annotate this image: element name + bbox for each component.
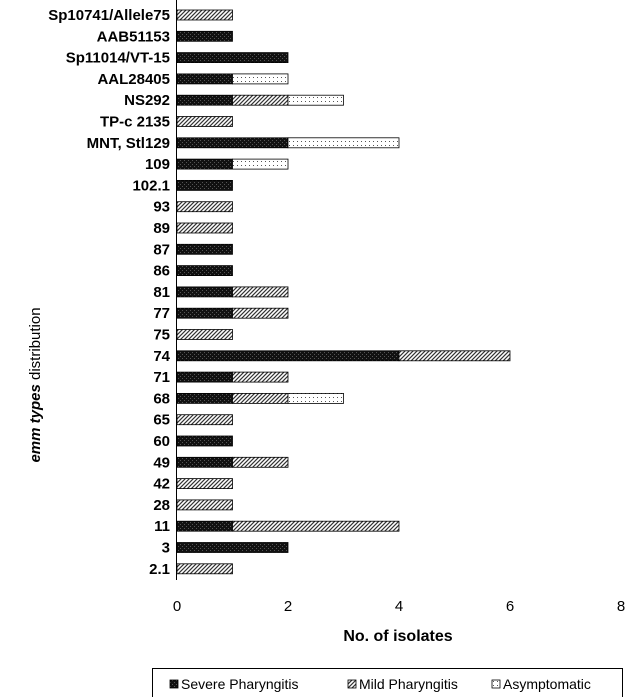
bar-mild-pharyngitis xyxy=(176,201,233,213)
category-label: 93 xyxy=(153,199,170,216)
category-label: 75 xyxy=(153,327,170,344)
category-label: AAB51153 xyxy=(97,28,170,45)
category-label: 109 xyxy=(145,156,170,173)
category-label: 81 xyxy=(153,284,170,301)
legend-swatch-asymptomatic xyxy=(491,679,501,689)
bar-mild-pharyngitis xyxy=(232,520,400,532)
category-label: 102.1 xyxy=(132,177,170,194)
bar-severe-pharyngitis xyxy=(176,456,233,468)
category-label: 42 xyxy=(153,476,170,493)
x-tick-label: 8 xyxy=(617,598,625,615)
category-label: 68 xyxy=(153,390,170,407)
category-label: 65 xyxy=(153,412,170,429)
category-label: 3 xyxy=(162,540,170,557)
x-axis-title: No. of isolates xyxy=(343,628,452,645)
legend-label-asymptomatic: Asymptomatic xyxy=(503,676,591,692)
bar-mild-pharyngitis xyxy=(232,94,289,106)
category-label: 89 xyxy=(153,220,170,237)
x-tick-labels: 0 2 4 6 8 xyxy=(173,598,625,615)
bar-severe-pharyngitis xyxy=(176,392,233,404)
category-label: NS292 xyxy=(124,92,170,109)
bar-mild-pharyngitis xyxy=(176,222,233,234)
bar-mild-pharyngitis xyxy=(176,329,233,340)
x-tick-label: 2 xyxy=(284,598,292,615)
y-axis-title: emm types distribution xyxy=(27,307,44,462)
legend-frame xyxy=(152,668,623,697)
bar-mild-pharyngitis xyxy=(232,371,289,383)
x-tick-label: 6 xyxy=(506,598,514,615)
bar-severe-pharyngitis xyxy=(176,435,233,447)
legend-label-severe-pharyngitis: Severe Pharyngitis xyxy=(181,676,299,692)
bar-mild-pharyngitis xyxy=(232,286,289,298)
category-label: 77 xyxy=(153,305,170,322)
bar-severe-pharyngitis xyxy=(176,371,233,383)
bar-mild-pharyngitis xyxy=(176,116,233,127)
bar-mild-pharyngitis xyxy=(232,456,289,468)
category-label: 2.1 xyxy=(149,561,170,578)
category-label: Sp11014/VT-15 xyxy=(66,50,170,67)
bar-severe-pharyngitis xyxy=(176,179,233,191)
category-label: TP-c 2135 xyxy=(100,114,170,131)
category-labels: 2.1 3 11 28 42 49 60 65 68 71 74 75 77 81 86 87 89 93 102.… xyxy=(48,7,170,578)
category-label: 28 xyxy=(153,497,170,514)
bar-asymptomatic xyxy=(287,137,400,149)
bar-severe-pharyngitis xyxy=(176,137,289,149)
bar-severe-pharyngitis xyxy=(176,307,233,319)
bar-mild-pharyngitis xyxy=(176,563,233,575)
bar-asymptomatic xyxy=(287,392,344,404)
bar-severe-pharyngitis xyxy=(176,30,233,42)
category-label: 71 xyxy=(153,369,170,386)
bar-mild-pharyngitis xyxy=(398,350,511,362)
bar-mild-pharyngitis xyxy=(176,414,233,426)
bar-mild-pharyngitis xyxy=(176,478,233,490)
bar-asymptomatic xyxy=(232,73,289,85)
category-label: 49 xyxy=(153,454,170,471)
bar-severe-pharyngitis xyxy=(176,243,233,255)
bars-layer xyxy=(176,9,511,575)
bar-mild-pharyngitis xyxy=(232,307,289,319)
category-label: 60 xyxy=(153,433,170,450)
y-axis-title-rest: distribution xyxy=(27,307,44,384)
bar-severe-pharyngitis xyxy=(176,286,233,298)
bar-asymptomatic xyxy=(287,94,344,106)
bar-mild-pharyngitis xyxy=(176,9,233,21)
bar-severe-pharyngitis xyxy=(176,265,233,277)
category-label: 87 xyxy=(153,241,170,258)
category-label: 74 xyxy=(153,348,170,365)
bar-severe-pharyngitis xyxy=(176,158,233,170)
legend-swatch-severe-pharyngitis xyxy=(169,679,179,689)
bar-severe-pharyngitis xyxy=(176,520,233,532)
legend: Severe Pharyngitis Mild Pharyngitis Asympt… xyxy=(152,668,623,697)
x-tick-label: 4 xyxy=(395,598,403,615)
x-tick-label: 0 xyxy=(173,598,181,615)
category-label: AAL28405 xyxy=(97,71,170,88)
y-axis-title-emphasis: emm types xyxy=(27,384,44,462)
legend-label-mild-pharyngitis: Mild Pharyngitis xyxy=(359,676,458,692)
legend-swatch-mild-pharyngitis xyxy=(347,679,357,689)
category-label: 86 xyxy=(153,263,170,280)
bar-severe-pharyngitis xyxy=(176,52,289,63)
bar-severe-pharyngitis xyxy=(176,73,233,85)
bar-severe-pharyngitis xyxy=(176,350,400,362)
category-label: 11 xyxy=(154,518,170,535)
category-label: MNT, Stl129 xyxy=(87,135,170,152)
category-label: Sp10741/Allele75 xyxy=(48,7,170,24)
bar-mild-pharyngitis xyxy=(176,499,233,511)
bar-severe-pharyngitis xyxy=(176,542,289,553)
bar-asymptomatic xyxy=(232,158,289,170)
bar-mild-pharyngitis xyxy=(232,392,289,404)
bar-severe-pharyngitis xyxy=(176,94,233,106)
